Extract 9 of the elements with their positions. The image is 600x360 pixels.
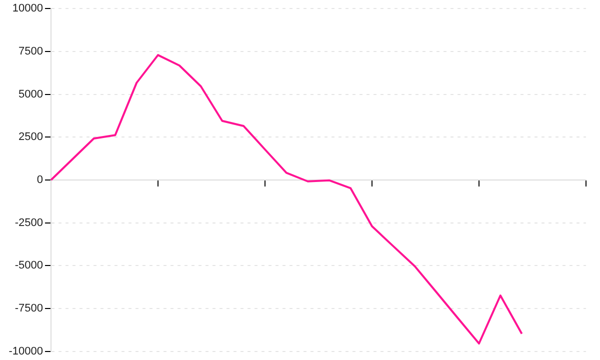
y-tick-label: -10000: [8, 345, 43, 358]
y-tick-label: 7500: [18, 45, 43, 58]
y-tick-label: 2500: [18, 131, 43, 144]
y-tick-label: 5000: [18, 88, 43, 100]
y-tick-label: -2500: [14, 216, 43, 229]
y-tick-label: -5000: [14, 260, 43, 272]
y-tick-label: 10000: [12, 2, 43, 15]
y-tick-label: -7500: [14, 302, 43, 315]
y-tick-label: 0: [36, 174, 43, 186]
